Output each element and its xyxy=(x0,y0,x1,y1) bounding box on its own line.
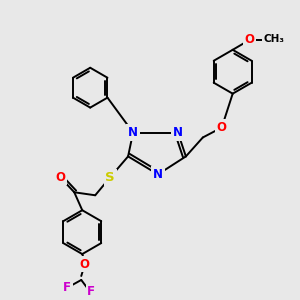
Text: F: F xyxy=(63,281,71,294)
Text: O: O xyxy=(244,33,255,46)
Text: CH₃: CH₃ xyxy=(264,34,285,44)
Text: N: N xyxy=(173,126,183,139)
Text: S: S xyxy=(105,171,115,184)
Text: O: O xyxy=(217,121,227,134)
Text: N: N xyxy=(153,168,163,181)
Text: F: F xyxy=(87,285,95,298)
Text: N: N xyxy=(128,126,138,139)
Text: O: O xyxy=(55,171,65,184)
Text: O: O xyxy=(79,257,89,271)
